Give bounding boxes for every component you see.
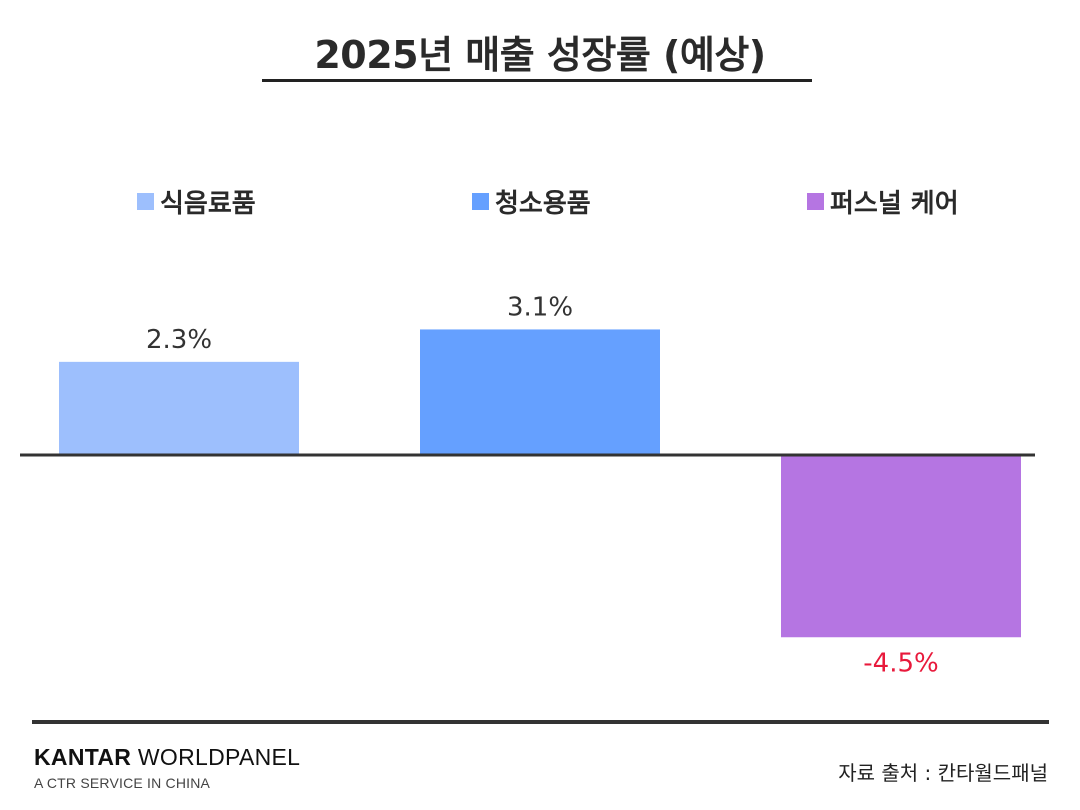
title-underline — [262, 79, 812, 82]
bar-cleaning — [420, 329, 660, 455]
bar-personal-care — [781, 455, 1021, 638]
legend-item-cleaning: 청소용품 — [472, 184, 591, 219]
source-note: 자료 출처 : 칸타월드패널 — [838, 761, 1048, 785]
legend-swatch-food-beverage — [137, 192, 154, 210]
legend-label-personal-care: 퍼스널 케어 — [830, 188, 959, 219]
data-label-personal-care: -4.5% — [863, 648, 938, 678]
legend-item-food-beverage: 식음료품 — [137, 184, 256, 219]
brand-tagline: A CTR SERVICE IN CHINA — [34, 775, 211, 791]
brand-logo: KANTAR WORLDPANEL — [34, 744, 301, 770]
footer-rule — [32, 720, 1049, 724]
legend-item-personal-care: 퍼스널 케어 — [807, 184, 959, 219]
legend-label-cleaning: 청소용품 — [495, 188, 591, 219]
bar-food-beverage — [59, 361, 299, 455]
legend-label-food-beverage: 식음료품 — [160, 188, 256, 219]
chart-title: 2025년 매출 성장률 (예상) — [314, 33, 766, 77]
data-label-food-beverage: 2.3% — [146, 325, 212, 355]
data-label-cleaning: 3.1% — [507, 292, 573, 322]
legend-swatch-personal-care — [807, 192, 824, 210]
legend-swatch-cleaning — [472, 192, 489, 210]
